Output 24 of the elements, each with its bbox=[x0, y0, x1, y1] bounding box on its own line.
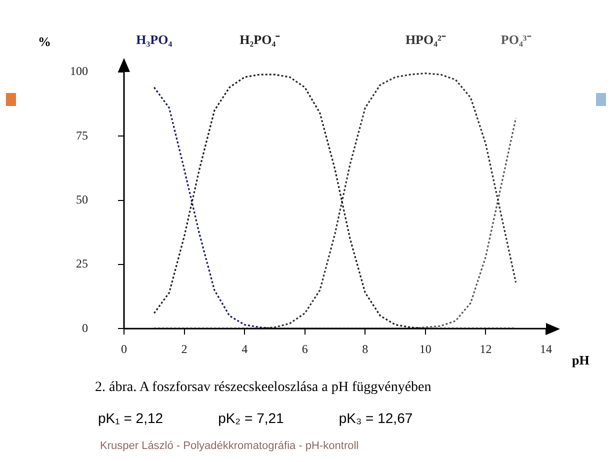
y-tick-label: 0 bbox=[82, 320, 88, 335]
x-tick-label: 2 bbox=[181, 342, 188, 356]
text: pK₁ = 2,12 bbox=[98, 410, 164, 426]
y-axis-title: % bbox=[38, 34, 51, 49]
x-tick-label: 10 bbox=[419, 342, 432, 356]
text: H₂PO₄⁻ bbox=[240, 32, 281, 47]
y-tick-label: 100 bbox=[70, 64, 88, 78]
text: HPO₄²⁻ bbox=[405, 32, 446, 47]
text: H₃PO₄ bbox=[136, 32, 172, 47]
y-tick-label: 25 bbox=[76, 256, 88, 271]
y-tick-label: 75 bbox=[76, 128, 88, 142]
text: pK₃ = 12,67 bbox=[338, 410, 413, 426]
text: PO₄³⁻ bbox=[500, 32, 532, 47]
x-tick-label: 0 bbox=[121, 342, 127, 356]
text: Krusper László - Polyadékkromatográfia - pH-kontroll bbox=[100, 440, 359, 452]
x-axis-title: pH bbox=[572, 352, 590, 368]
x-tick-label: 8 bbox=[362, 342, 368, 356]
text: pK₂ = 7,21 bbox=[218, 410, 284, 426]
x-tick-label: 14 bbox=[540, 342, 552, 356]
x-tick-label: 12 bbox=[480, 342, 492, 356]
x-tick-label: 6 bbox=[302, 342, 308, 356]
text: 2. ábra. A foszforsav részecskeeloszlása a pH függvényében bbox=[95, 380, 432, 396]
x-tick-label: 4 bbox=[242, 342, 248, 356]
y-tick-label: 50 bbox=[76, 192, 88, 206]
